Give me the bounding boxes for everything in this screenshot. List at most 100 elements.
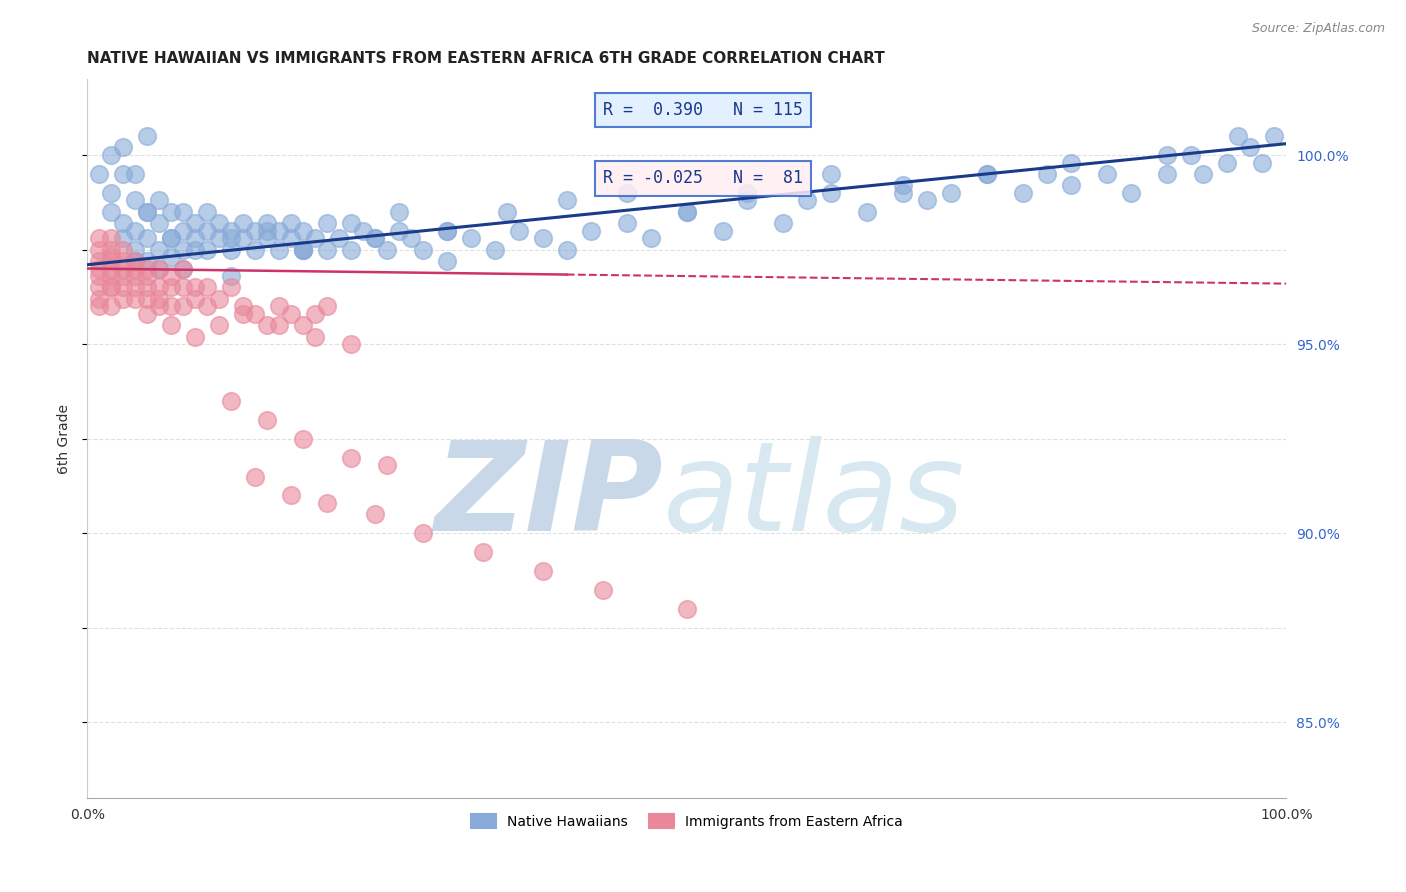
Point: [184, 243, 207, 257]
Point: [364, 231, 387, 245]
Point: [292, 224, 315, 238]
Point: [711, 224, 734, 238]
Point: [1239, 140, 1261, 154]
Point: [436, 224, 458, 238]
Point: [112, 268, 135, 283]
Point: [280, 231, 302, 245]
Point: [100, 186, 122, 200]
Point: [243, 224, 266, 238]
Point: [100, 148, 122, 162]
Point: [232, 216, 254, 230]
Point: [184, 280, 207, 294]
Point: [89, 167, 111, 181]
Point: [891, 178, 914, 193]
Point: [195, 280, 218, 294]
Point: [555, 194, 578, 208]
Text: R =  0.390   N = 115: R = 0.390 N = 115: [603, 101, 803, 119]
Point: [855, 204, 877, 219]
Point: [316, 243, 339, 257]
Point: [412, 243, 434, 257]
Point: [124, 224, 146, 238]
Point: [1263, 129, 1285, 144]
Point: [100, 299, 122, 313]
Y-axis label: 6th Grade: 6th Grade: [58, 404, 72, 474]
Point: [148, 299, 170, 313]
Point: [160, 268, 183, 283]
Point: [100, 243, 122, 257]
Point: [640, 231, 662, 245]
Point: [112, 140, 135, 154]
Point: [364, 231, 387, 245]
Point: [112, 216, 135, 230]
Point: [112, 167, 135, 181]
Point: [820, 167, 842, 181]
Point: [340, 450, 363, 465]
Text: Source: ZipAtlas.com: Source: ZipAtlas.com: [1251, 22, 1385, 36]
Point: [304, 231, 326, 245]
Point: [195, 204, 218, 219]
Point: [1251, 155, 1274, 169]
Point: [124, 243, 146, 257]
Point: [148, 280, 170, 294]
Point: [292, 432, 315, 446]
Point: [1191, 167, 1213, 181]
Point: [172, 261, 194, 276]
Point: [112, 280, 135, 294]
Point: [160, 250, 183, 264]
Point: [148, 261, 170, 276]
Point: [219, 393, 242, 408]
Point: [1215, 155, 1237, 169]
Point: [256, 224, 278, 238]
Point: [1011, 186, 1033, 200]
Point: [89, 231, 111, 245]
Point: [160, 231, 183, 245]
Point: [675, 204, 697, 219]
Point: [280, 307, 302, 321]
Point: [820, 186, 842, 200]
Point: [195, 243, 218, 257]
Point: [172, 280, 194, 294]
Point: [1035, 167, 1057, 181]
Point: [89, 292, 111, 306]
Point: [280, 488, 302, 502]
Point: [184, 216, 207, 230]
Point: [304, 329, 326, 343]
Point: [136, 231, 159, 245]
Point: [267, 243, 290, 257]
Point: [208, 231, 231, 245]
Point: [100, 268, 122, 283]
Point: [136, 254, 159, 268]
Point: [616, 186, 638, 200]
Point: [316, 496, 339, 510]
Point: [89, 268, 111, 283]
Point: [375, 458, 398, 473]
Point: [148, 216, 170, 230]
Point: [280, 216, 302, 230]
Point: [531, 231, 554, 245]
Point: [160, 204, 183, 219]
Point: [219, 243, 242, 257]
Point: [292, 243, 315, 257]
Point: [124, 167, 146, 181]
Text: atlas: atlas: [662, 436, 965, 557]
Point: [124, 194, 146, 208]
Point: [340, 216, 363, 230]
Point: [124, 254, 146, 268]
Point: [208, 216, 231, 230]
Point: [352, 224, 374, 238]
Text: ZIP: ZIP: [434, 436, 662, 557]
Point: [579, 224, 602, 238]
Point: [195, 299, 218, 313]
Point: [136, 292, 159, 306]
Point: [136, 204, 159, 219]
Point: [160, 299, 183, 313]
Point: [195, 224, 218, 238]
Point: [148, 261, 170, 276]
Point: [136, 268, 159, 283]
Point: [124, 254, 146, 268]
Point: [1227, 129, 1250, 144]
Point: [915, 194, 938, 208]
Point: [112, 254, 135, 268]
Point: [232, 307, 254, 321]
Point: [1156, 148, 1178, 162]
